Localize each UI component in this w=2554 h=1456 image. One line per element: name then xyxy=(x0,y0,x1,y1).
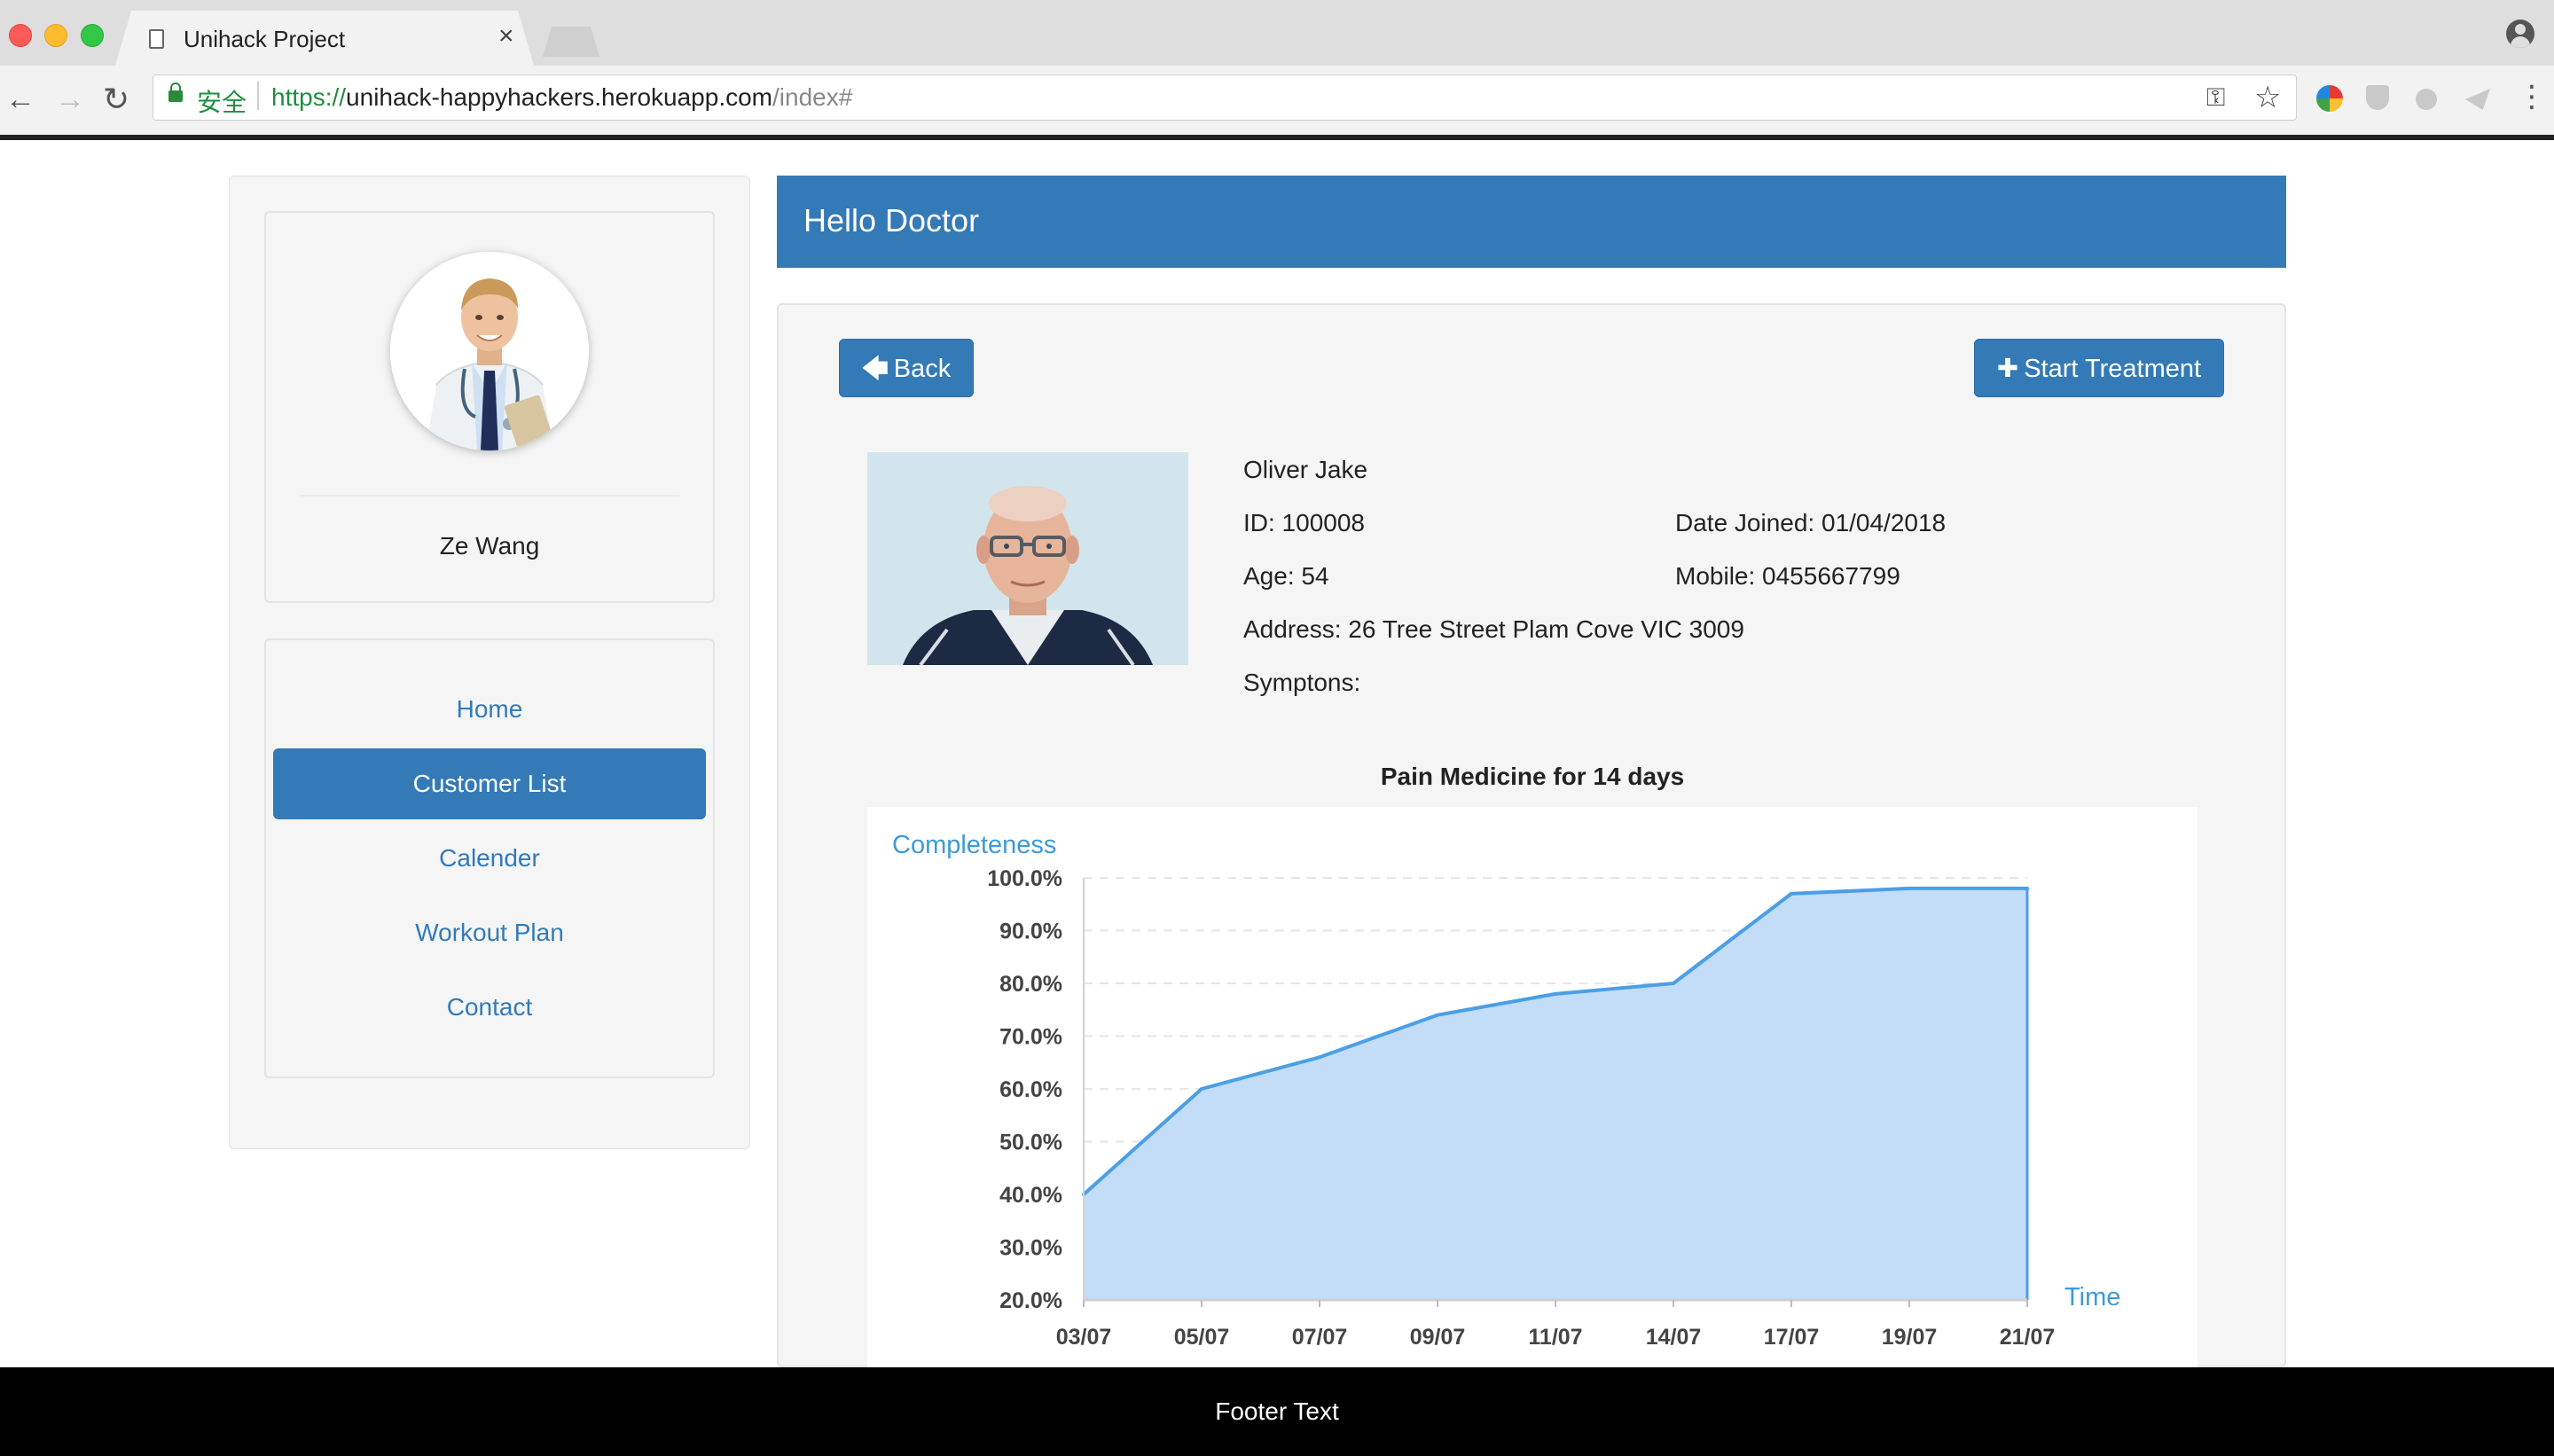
y-tick-label: 30.0% xyxy=(999,1236,1062,1261)
x-tick-label: 05/07 xyxy=(1174,1325,1230,1350)
profile-icon[interactable] xyxy=(2506,20,2534,48)
data-point xyxy=(1436,1013,1439,1017)
data-point xyxy=(1318,1055,1321,1060)
secure-label: 安全 xyxy=(197,89,247,116)
page-icon xyxy=(149,29,164,49)
patient-age: Age: 54 xyxy=(1243,562,1329,590)
arrow-left-icon: 🡄 xyxy=(861,355,889,383)
reload-icon[interactable]: ↻ xyxy=(103,81,130,117)
x-tick-label: 03/07 xyxy=(1056,1325,1112,1350)
new-tab-button[interactable] xyxy=(543,27,599,57)
url-scheme: https:// xyxy=(271,83,347,111)
close-window-button[interactable] xyxy=(9,24,32,47)
back-arrow-icon[interactable]: ← xyxy=(5,82,35,116)
plus-icon: ✚ xyxy=(1996,355,2019,383)
extension-circle-icon[interactable] xyxy=(2416,89,2437,110)
lock-icon xyxy=(168,82,183,102)
y-tick-label: 80.0% xyxy=(999,972,1062,997)
sidebar-item-calender[interactable]: Calender xyxy=(439,844,540,872)
url-separator xyxy=(257,82,259,110)
back-button[interactable]: 🡄 Back xyxy=(839,339,974,397)
url-host: unihack-happyhackers.herokuapp.com xyxy=(346,83,772,111)
x-tick-label: 14/07 xyxy=(1646,1325,1702,1350)
x-axis-title: Time xyxy=(2064,1283,2120,1311)
patient-address: Address: 26 Tree Street Plam Cove VIC 30… xyxy=(1243,615,1744,643)
completeness-chart: Completeness 20.0% 30.0% 40.0% 50.0% 60.0% 70.… xyxy=(892,831,2120,1350)
y-tick-label: 90.0% xyxy=(999,920,1062,944)
patient-name: Oliver Jake xyxy=(1243,456,1368,483)
footer-text: Footer Text xyxy=(1215,1397,1339,1425)
x-tick-label: 11/07 xyxy=(1528,1325,1582,1350)
nav-card xyxy=(264,638,715,1078)
tab-close-icon[interactable]: × xyxy=(498,21,514,51)
data-point xyxy=(1672,982,1675,985)
y-axis-title: Completeness xyxy=(892,831,1056,859)
address-bar[interactable] xyxy=(153,74,2297,121)
x-tick-label: 09/07 xyxy=(1410,1325,1466,1350)
x-tick-label: 19/07 xyxy=(1882,1325,1938,1350)
browser-tab[interactable] xyxy=(115,11,534,66)
patient-symptoms: Symptons: xyxy=(1243,669,1361,696)
header-bar xyxy=(777,176,2286,268)
doctor-avatar xyxy=(390,252,589,450)
url-path: /index# xyxy=(772,83,853,111)
url-text[interactable]: https://unihack-happyhackers.herokuapp.c… xyxy=(271,83,852,112)
y-tick-label: 50.0% xyxy=(999,1131,1062,1155)
profile-name: Ze Wang xyxy=(439,532,540,560)
x-tick-label: 17/07 xyxy=(1764,1325,1820,1350)
extension-shield-icon[interactable] xyxy=(2366,85,2389,110)
patient-date-joined: Date Joined: 01/04/2018 xyxy=(1675,509,1947,536)
patient-photo xyxy=(867,452,1188,665)
maximize-window-button[interactable] xyxy=(81,24,104,47)
profile-divider xyxy=(300,495,679,497)
y-tick-label: 40.0% xyxy=(999,1183,1062,1208)
patient-id: ID: 100008 xyxy=(1243,509,1365,536)
browser-titlebar: Unihack Project × xyxy=(0,0,2554,66)
data-point xyxy=(1554,991,1557,996)
footer xyxy=(0,1367,2554,1456)
start-treatment-button[interactable]: ✚ Start Treatment xyxy=(1974,339,2224,397)
key-icon[interactable]: ⚿ xyxy=(2206,83,2226,111)
y-tick-label: 100.0% xyxy=(987,866,1062,891)
y-tick-label: 70.0% xyxy=(999,1025,1062,1050)
y-tick-label: 60.0% xyxy=(999,1077,1062,1102)
data-point xyxy=(1790,891,1793,896)
star-icon[interactable]: ☆ xyxy=(2254,81,2282,114)
sidebar-item-home[interactable]: Home xyxy=(456,695,523,723)
patient-mobile: Mobile: 0455667799 xyxy=(1675,562,1900,590)
data-point xyxy=(1200,1087,1203,1091)
kebab-menu-icon[interactable]: ⋮ xyxy=(2517,80,2547,114)
sidebar-item-workout-plan[interactable]: Workout Plan xyxy=(415,919,564,946)
x-tick-label: 21/07 xyxy=(2000,1325,2056,1350)
page-title: Hello Doctor xyxy=(803,202,980,239)
y-tick-label: 20.0% xyxy=(999,1288,1062,1313)
tab-title: Unihack Project xyxy=(184,26,346,52)
extension-color-icon[interactable] xyxy=(2316,85,2343,112)
area-fill xyxy=(1084,888,2027,1300)
forward-arrow-icon[interactable]: → xyxy=(55,82,85,116)
minimize-window-button[interactable] xyxy=(44,24,67,47)
x-tick-label: 07/07 xyxy=(1292,1325,1348,1350)
chart-title: Pain Medicine for 14 days xyxy=(1380,763,1685,790)
back-button-label: Back xyxy=(893,355,952,383)
sidebar-item-customer-list[interactable]: Customer List xyxy=(273,748,706,819)
data-point xyxy=(1908,886,1911,890)
start-treatment-label: Start Treatment xyxy=(2024,355,2202,383)
page-top-border xyxy=(0,135,2554,140)
data-point xyxy=(2025,886,2029,890)
sidebar-item-contact[interactable]: Contact xyxy=(446,993,533,1021)
